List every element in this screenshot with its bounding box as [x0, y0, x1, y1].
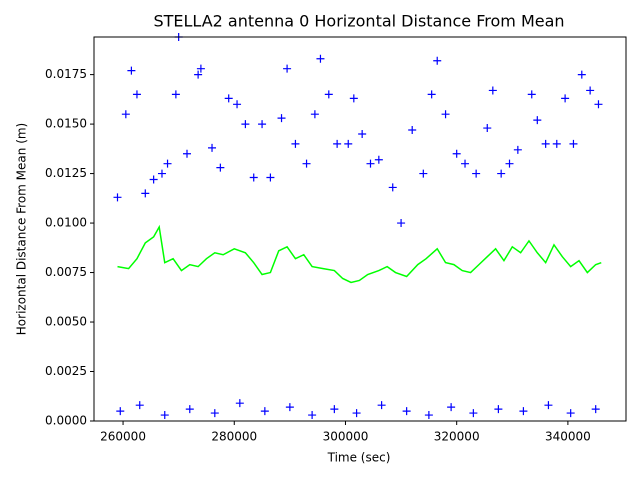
- scatter-point: [469, 409, 478, 418]
- scatter-point: [424, 411, 433, 420]
- scatter-point: [397, 219, 406, 228]
- scatter-point: [494, 405, 503, 414]
- scatter-point: [196, 64, 205, 73]
- y-axis-label: Horizontal Distance From Mean (m): [15, 123, 29, 335]
- y-tick-label: 0.0000: [45, 414, 87, 428]
- x-tick-label: 260000: [100, 430, 146, 444]
- scatter-point: [266, 173, 275, 182]
- scatter-point: [121, 110, 130, 119]
- scatter-point: [513, 145, 522, 154]
- scatter-point: [235, 399, 244, 408]
- scatter-point: [344, 139, 353, 148]
- y-tick-label: 0.0150: [45, 117, 87, 131]
- scatter-point: [594, 100, 603, 109]
- y-tick-label: 0.0025: [45, 364, 87, 378]
- scatter-point: [283, 64, 292, 73]
- scatter-point: [113, 193, 122, 202]
- scatter-point: [241, 120, 250, 129]
- scatter-point: [402, 407, 411, 416]
- scatter-point: [488, 86, 497, 95]
- scatter-point: [302, 159, 311, 168]
- scatter-point: [149, 175, 158, 184]
- scatter-point: [358, 129, 367, 138]
- scatter-point: [233, 100, 242, 109]
- scatter-point: [308, 411, 317, 420]
- scatter-point: [135, 401, 144, 410]
- scatter-point: [330, 405, 339, 414]
- scatter-point: [461, 159, 470, 168]
- scatter-point: [127, 66, 136, 75]
- scatter-point: [157, 169, 166, 178]
- scatter-point: [291, 139, 300, 148]
- scatter-point: [447, 403, 456, 412]
- chart-title: STELLA2 antenna 0 Horizontal Distance Fr…: [153, 12, 564, 31]
- scatter-point: [441, 110, 450, 119]
- scatter-point: [569, 139, 578, 148]
- scatter-point: [433, 56, 442, 65]
- y-tick-label: 0.0175: [45, 67, 87, 81]
- scatter-point: [132, 90, 141, 99]
- y-tick-label: 0.0075: [45, 265, 87, 279]
- scatter-point: [527, 90, 536, 99]
- scatter-point: [216, 163, 225, 172]
- scatter-point: [366, 159, 375, 168]
- scatter-point: [224, 94, 233, 103]
- scatter-point: [310, 110, 319, 119]
- scatter-point: [419, 169, 428, 178]
- x-tick-label: 320000: [434, 430, 480, 444]
- scatter-point: [472, 169, 481, 178]
- scatter-point: [208, 143, 217, 152]
- scatter-point: [561, 94, 570, 103]
- plot-frame: [93, 36, 627, 422]
- x-tick-label: 280000: [211, 430, 257, 444]
- y-tick-label: 0.0125: [45, 166, 87, 180]
- scatter-point: [249, 173, 258, 182]
- scatter-point: [533, 116, 542, 125]
- scatter-point: [352, 409, 361, 418]
- scatter-point: [591, 405, 600, 414]
- scatter-point: [116, 407, 125, 416]
- scatter-point: [577, 70, 586, 79]
- scatter-point: [566, 409, 575, 418]
- scatter-point: [452, 149, 461, 158]
- scatter-point: [324, 90, 333, 99]
- scatter-point: [552, 139, 561, 148]
- scatter-point: [544, 401, 553, 410]
- scatter-point: [519, 407, 528, 416]
- scatter-point: [377, 401, 386, 410]
- scatter-point: [333, 139, 342, 148]
- scatter-point: [171, 90, 180, 99]
- scatter-point: [210, 409, 219, 418]
- x-tick-label: 340000: [545, 430, 591, 444]
- y-tick-label: 0.0100: [45, 216, 87, 230]
- scatter-point: [182, 149, 191, 158]
- scatter-point: [497, 169, 506, 178]
- scatter-point: [586, 86, 595, 95]
- scatter-point: [427, 90, 436, 99]
- scatter-point: [388, 183, 397, 192]
- scatter-point: [141, 189, 150, 198]
- mean-line: [117, 224, 602, 284]
- scatter-point: [160, 411, 169, 420]
- scatter-point: [374, 155, 383, 164]
- scatter-point: [285, 403, 294, 412]
- scatter-point: [258, 120, 267, 129]
- scatter-point: [185, 405, 194, 414]
- scatter-point: [277, 114, 286, 123]
- scatter-point: [483, 124, 492, 133]
- scatter-point: [408, 126, 417, 135]
- scatter-point: [194, 70, 203, 79]
- x-axis-label: Time (sec): [327, 451, 391, 465]
- scatter-point: [505, 159, 514, 168]
- scatter-point: [316, 54, 325, 63]
- scatter-point: [541, 139, 550, 148]
- scatter-point: [260, 407, 269, 416]
- x-tick-label: 300000: [323, 430, 369, 444]
- scatter-point: [349, 94, 358, 103]
- scatter-point: [163, 159, 172, 168]
- y-tick-label: 0.0050: [45, 315, 87, 329]
